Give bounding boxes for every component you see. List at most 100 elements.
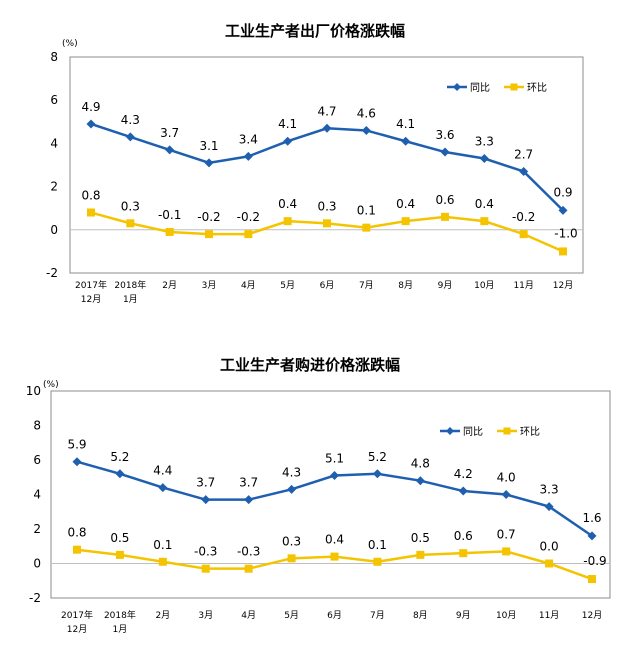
data-label: 3.7 (160, 126, 179, 140)
x-tick-label: 8月 (398, 280, 413, 291)
data-label: 0.3 (317, 199, 336, 213)
data-label: 5.9 (67, 438, 86, 452)
data-point (322, 123, 332, 133)
x-tick-label: 11月 (539, 610, 559, 621)
x-tick-label: 9月 (456, 610, 471, 621)
data-label: 0.3 (121, 199, 140, 213)
data-label: 0.1 (368, 538, 387, 552)
data-label: 0.1 (357, 204, 376, 218)
y-tick-label: 6 (50, 93, 58, 107)
y-unit-label: (%) (43, 380, 59, 390)
data-label: 5.2 (110, 450, 129, 464)
y-tick-label: 10 (26, 384, 41, 398)
y-tick-label: 6 (33, 453, 41, 467)
data-point (115, 550, 124, 559)
data-label: -0.3 (237, 545, 260, 559)
data-point (201, 564, 210, 573)
x-tick-label: 9月 (438, 280, 453, 291)
data-point (458, 486, 468, 496)
data-point (416, 550, 425, 559)
data-point (372, 469, 382, 479)
data-label: 4.3 (282, 465, 301, 479)
y-tick-label: 4 (50, 136, 58, 150)
data-label: 0.4 (325, 533, 344, 547)
data-label: 3.6 (435, 128, 454, 142)
data-label: -0.1 (158, 208, 181, 222)
data-label: 0.0 (540, 540, 559, 554)
data-label: 3.1 (199, 139, 218, 153)
x-tick-label: 7月 (359, 280, 374, 291)
data-point (330, 552, 339, 561)
data-point (201, 495, 211, 505)
data-point (558, 205, 568, 215)
x-tick-label: 4月 (241, 610, 256, 621)
data-label: -0.3 (194, 545, 217, 559)
x-tick-label: 6月 (320, 280, 335, 291)
y-tick-label: 4 (33, 488, 41, 502)
data-label: 3.3 (540, 483, 559, 497)
data-label: 4.9 (81, 100, 100, 114)
data-point (86, 119, 96, 129)
data-point (287, 554, 296, 563)
x-tick-label: 5月 (280, 280, 295, 291)
x-tick-label: 12月 (553, 280, 573, 291)
data-point (244, 230, 253, 239)
data-label: 0.8 (67, 526, 86, 540)
x-tick-label: 8月 (413, 610, 428, 621)
data-label: 4.4 (153, 464, 172, 478)
data-point (205, 230, 213, 239)
data-point (440, 147, 450, 157)
data-label: 3.7 (196, 476, 215, 490)
data-label: 0.5 (110, 531, 129, 545)
y-tick-label: -2 (46, 266, 58, 280)
data-label: 4.6 (357, 106, 376, 120)
data-point (330, 471, 339, 481)
data-point (361, 125, 371, 135)
plot-area (50, 390, 611, 599)
data-label: 0.4 (396, 197, 415, 211)
data-point (544, 502, 554, 512)
y-tick-label: 2 (33, 522, 41, 536)
data-point (165, 227, 174, 236)
data-label: 0.1 (153, 538, 172, 552)
data-label: -0.9 (583, 554, 606, 568)
x-tick-label: 5月 (284, 610, 299, 621)
y-tick-label: -2 (29, 591, 41, 605)
data-point (587, 531, 597, 541)
chart-panel-1: 工业生产者出厂价格涨跌幅 (%) -2 0 2 4 6 8 2017年 12月 2018年 1月 2月 3… (46, 22, 584, 305)
data-label: 0.6 (454, 529, 473, 543)
x-tick-label: 6月 (327, 610, 342, 621)
data-point (480, 217, 489, 226)
series-2: 0.8 0.5 0.1 -0.3 -0.3 0.3 0.4 0.1 0.5 0.6 0.7 0.0 -0… (67, 526, 607, 584)
data-label: 4.3 (121, 113, 140, 127)
data-label: -0.2 (512, 210, 535, 224)
data-point (401, 217, 410, 226)
plot-area (69, 56, 584, 274)
y-tick-label: 8 (33, 419, 41, 433)
data-point (158, 557, 167, 566)
data-label: 3.7 (239, 476, 258, 490)
legend: 同比 环比 (440, 426, 540, 438)
x-tick-label: 2017年 12月 (75, 279, 107, 305)
data-label: 5.1 (325, 452, 344, 466)
data-label: 0.7 (497, 527, 516, 541)
data-point (204, 158, 214, 168)
data-point (362, 223, 371, 232)
data-label: 3.4 (239, 132, 258, 146)
chart-title: 工业生产者购进价格涨跌幅 (220, 356, 400, 374)
data-point (283, 217, 292, 226)
data-point (287, 484, 297, 494)
data-label: -1.0 (554, 226, 577, 240)
data-label: 0.9 (553, 185, 572, 199)
series-1: 4.9 4.3 3.7 3.1 3.4 4.1 4.7 4.6 4.1 3.6 3.3 2.7 0.9 (81, 100, 573, 215)
data-point (373, 557, 382, 566)
x-tick-label: 3月 (202, 280, 217, 291)
y-unit-label: (%) (62, 39, 78, 49)
data-label: 0.8 (81, 189, 100, 203)
data-label: 4.1 (396, 117, 415, 131)
data-label: 0.3 (282, 534, 301, 548)
data-point (479, 154, 489, 164)
data-point (115, 469, 125, 479)
series-1: 5.9 5.2 4.4 3.7 3.7 4.3 5.1 5.2 4.8 4.2 4.0 3.3 1.6 (67, 438, 602, 541)
